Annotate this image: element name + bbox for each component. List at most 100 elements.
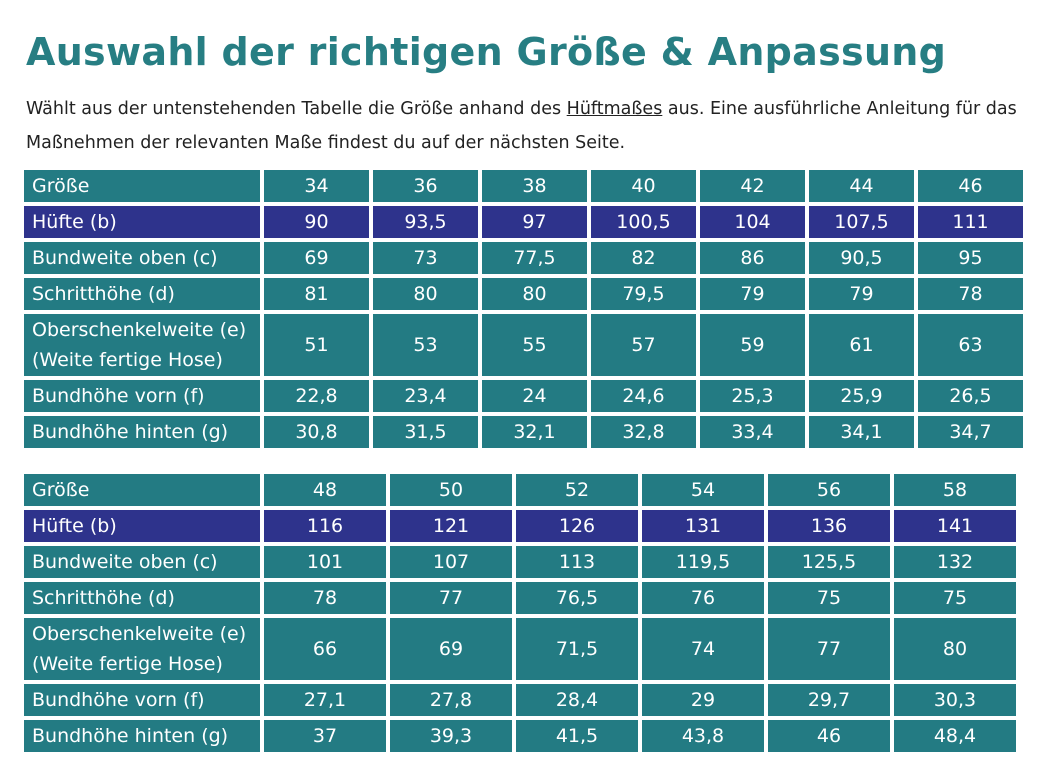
thigh-row: Oberschenkelweite (e) (Weite fertige Hose… xyxy=(24,618,1016,680)
intro-underlined-hip-measure: Hüftmaßes xyxy=(566,99,663,119)
hip-cell: 111 xyxy=(918,206,1023,238)
waist-top-cell: 82 xyxy=(591,242,696,274)
inseam-cell: 75 xyxy=(894,582,1016,614)
hip-cell: 97 xyxy=(482,206,587,238)
thigh-row: Oberschenkelweite (e) (Weite fertige Hose… xyxy=(24,314,1023,376)
inseam-row: Schritthöhe (d) 78 77 76,5 76 75 75 xyxy=(24,582,1016,614)
hip-cell: 116 xyxy=(264,510,386,542)
rise-front-cell: 30,3 xyxy=(894,684,1016,716)
thigh-cell: 57 xyxy=(591,314,696,376)
size-cell: 44 xyxy=(809,170,914,202)
rise-front-row: Bundhöhe vorn (f) 22,8 23,4 24 24,6 25,3 25,9… xyxy=(24,380,1023,412)
size-cell: 50 xyxy=(390,474,512,506)
rise-front-cell: 26,5 xyxy=(918,380,1023,412)
rise-back-cell: 34,1 xyxy=(809,416,914,448)
row-label-rise-back: Bundhöhe hinten (g) xyxy=(24,416,260,448)
size-cell: 52 xyxy=(516,474,638,506)
rise-back-cell: 41,5 xyxy=(516,720,638,752)
waist-top-cell: 95 xyxy=(918,242,1023,274)
hip-cell: 126 xyxy=(516,510,638,542)
rise-front-cell: 22,8 xyxy=(264,380,369,412)
rise-back-cell: 32,1 xyxy=(482,416,587,448)
rise-back-row: Bundhöhe hinten (g) 30,8 31,5 32,1 32,8 33,4… xyxy=(24,416,1023,448)
size-row: Größe 48 50 52 54 56 58 xyxy=(24,474,1016,506)
waist-top-row: Bundweite oben (c) 69 73 77,5 82 86 90,5 95 xyxy=(24,242,1023,274)
waist-top-cell: 90,5 xyxy=(809,242,914,274)
row-label-waist-top: Bundweite oben (c) xyxy=(24,546,260,578)
hip-cell: 104 xyxy=(700,206,805,238)
thigh-cell: 59 xyxy=(700,314,805,376)
inseam-cell: 78 xyxy=(918,278,1023,310)
waist-top-cell: 107 xyxy=(390,546,512,578)
hip-cell: 107,5 xyxy=(809,206,914,238)
waist-top-cell: 86 xyxy=(700,242,805,274)
row-label-waist-top: Bundweite oben (c) xyxy=(24,242,260,274)
size-row: Größe 34 36 38 40 42 44 46 xyxy=(24,170,1023,202)
row-label-rise-back: Bundhöhe hinten (g) xyxy=(24,720,260,752)
inseam-cell: 80 xyxy=(373,278,478,310)
rise-back-cell: 30,8 xyxy=(264,416,369,448)
thigh-cell: 80 xyxy=(894,618,1016,680)
intro-text: Wählt aus der untenstehenden Tabelle die… xyxy=(26,92,1026,160)
row-label-rise-front: Bundhöhe vorn (f) xyxy=(24,684,260,716)
row-label-thigh-line1: Oberschenkelweite (e) xyxy=(32,319,247,341)
size-cell: 36 xyxy=(373,170,478,202)
hip-row: Hüfte (b) 116 121 126 131 136 141 xyxy=(24,510,1016,542)
row-label-hip: Hüfte (b) xyxy=(24,206,260,238)
rise-back-cell: 33,4 xyxy=(700,416,805,448)
rise-back-row: Bundhöhe hinten (g) 37 39,3 41,5 43,8 46 48,4 xyxy=(24,720,1016,752)
thigh-cell: 66 xyxy=(264,618,386,680)
row-label-thigh: Oberschenkelweite (e) (Weite fertige Hose… xyxy=(24,314,260,376)
intro-part1: Wählt aus der untenstehenden Tabelle die… xyxy=(26,99,567,119)
rise-front-cell: 25,3 xyxy=(700,380,805,412)
intro-part2: aus. Eine ausführliche Anleitung für das… xyxy=(26,99,1017,153)
rise-back-cell: 43,8 xyxy=(642,720,764,752)
rise-front-cell: 28,4 xyxy=(516,684,638,716)
row-label-thigh: Oberschenkelweite (e) (Weite fertige Hose… xyxy=(24,618,260,680)
rise-front-cell: 24 xyxy=(482,380,587,412)
size-cell: 56 xyxy=(768,474,890,506)
hip-cell: 141 xyxy=(894,510,1016,542)
rise-front-row: Bundhöhe vorn (f) 27,1 27,8 28,4 29 29,7 30,3 xyxy=(24,684,1016,716)
row-label-thigh-line2: (Weite fertige Hose) xyxy=(32,349,223,371)
thigh-cell: 61 xyxy=(809,314,914,376)
size-cell: 42 xyxy=(700,170,805,202)
hip-cell: 93,5 xyxy=(373,206,478,238)
rise-front-cell: 23,4 xyxy=(373,380,478,412)
rise-back-cell: 34,7 xyxy=(918,416,1023,448)
thigh-cell: 55 xyxy=(482,314,587,376)
thigh-cell: 69 xyxy=(390,618,512,680)
size-cell: 38 xyxy=(482,170,587,202)
rise-back-cell: 46 xyxy=(768,720,890,752)
rise-back-cell: 32,8 xyxy=(591,416,696,448)
size-cell: 46 xyxy=(918,170,1023,202)
size-table-2: Größe 48 50 52 54 56 58 Hüfte (b) 116 121 126 13… xyxy=(20,470,1020,756)
thigh-cell: 71,5 xyxy=(516,618,638,680)
row-label-inseam: Schritthöhe (d) xyxy=(24,278,260,310)
row-label-inseam: Schritthöhe (d) xyxy=(24,582,260,614)
size-cell: 54 xyxy=(642,474,764,506)
waist-top-cell: 119,5 xyxy=(642,546,764,578)
hip-cell: 136 xyxy=(768,510,890,542)
thigh-cell: 51 xyxy=(264,314,369,376)
inseam-cell: 78 xyxy=(264,582,386,614)
size-cell: 58 xyxy=(894,474,1016,506)
rise-front-cell: 27,8 xyxy=(390,684,512,716)
row-label-rise-front: Bundhöhe vorn (f) xyxy=(24,380,260,412)
rise-front-cell: 29 xyxy=(642,684,764,716)
thigh-cell: 53 xyxy=(373,314,478,376)
thigh-cell: 77 xyxy=(768,618,890,680)
inseam-cell: 81 xyxy=(264,278,369,310)
waist-top-cell: 132 xyxy=(894,546,1016,578)
rise-front-cell: 25,9 xyxy=(809,380,914,412)
waist-top-row: Bundweite oben (c) 101 107 113 119,5 125,5 13… xyxy=(24,546,1016,578)
row-label-size: Größe xyxy=(24,474,260,506)
waist-top-cell: 125,5 xyxy=(768,546,890,578)
hip-row: Hüfte (b) 90 93,5 97 100,5 104 107,5 111 xyxy=(24,206,1023,238)
waist-top-cell: 69 xyxy=(264,242,369,274)
rise-back-cell: 39,3 xyxy=(390,720,512,752)
rise-front-cell: 27,1 xyxy=(264,684,386,716)
rise-back-cell: 48,4 xyxy=(894,720,1016,752)
hip-cell: 121 xyxy=(390,510,512,542)
thigh-cell: 74 xyxy=(642,618,764,680)
